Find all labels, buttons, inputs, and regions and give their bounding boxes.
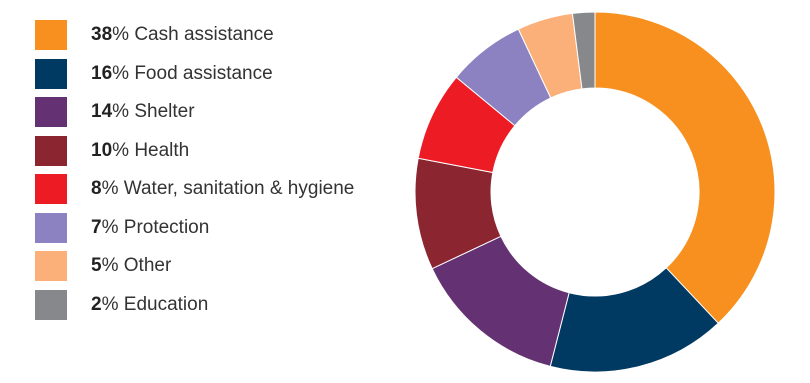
legend-category-health: Health <box>134 139 190 161</box>
legend-percent-other: 5 <box>91 255 102 276</box>
legend-label-education: 2% Education <box>91 294 208 316</box>
legend-percent-wash: 8 <box>91 178 102 199</box>
legend-category-cash-assistance: Cash assistance <box>134 24 274 45</box>
legend-swatch-education <box>35 289 67 320</box>
legend-percent-sign: % <box>112 24 130 45</box>
donut-chart <box>414 11 776 373</box>
legend-percent-sign: % <box>101 293 119 315</box>
legend-percent-sign: % <box>101 255 119 276</box>
legend-swatch-health <box>35 135 67 166</box>
legend-category-other: Other <box>123 255 172 276</box>
legend-swatch-shelter <box>35 97 67 127</box>
legend-percent-sign: % <box>101 216 119 238</box>
chart-legend: 38% Cash assistance 16% Food assistance … <box>35 20 354 328</box>
donut-slice-cash-assistance <box>594 11 776 324</box>
legend-item-wash: 8% Water, sanitation & hygiene <box>35 174 354 204</box>
legend-item-shelter: 14% Shelter <box>35 97 354 127</box>
legend-percent-sign: % <box>101 178 119 199</box>
legend-label-shelter: 14% Shelter <box>91 101 195 123</box>
legend-item-health: 10% Health <box>35 135 354 166</box>
legend-item-protection: 7% Protection <box>35 212 354 243</box>
legend-percent-shelter: 14 <box>91 101 113 122</box>
legend-label-health: 10% Health <box>91 140 189 162</box>
legend-percent-health: 10 <box>91 139 113 161</box>
legend-item-cash-assistance: 38% Cash assistance <box>35 20 354 50</box>
legend-item-education: 2% Education <box>35 289 354 320</box>
legend-category-food-assistance: Food assistance <box>134 62 273 84</box>
legend-category-wash: Water, sanitation & hygiene <box>123 178 355 199</box>
legend-percent-cash-assistance: 38 <box>91 24 113 45</box>
legend-swatch-food-assistance <box>35 58 67 89</box>
legend-label-food-assistance: 16% Food assistance <box>91 63 273 85</box>
legend-swatch-cash-assistance <box>35 20 67 50</box>
legend-label-cash-assistance: 38% Cash assistance <box>91 24 274 46</box>
legend-swatch-wash <box>35 174 67 204</box>
legend-category-shelter: Shelter <box>134 101 195 122</box>
legend-percent-education: 2 <box>91 293 102 315</box>
legend-label-protection: 7% Protection <box>91 217 209 239</box>
legend-label-wash: 8% Water, sanitation & hygiene <box>91 178 354 200</box>
legend-percent-sign: % <box>112 101 130 122</box>
legend-category-education: Education <box>123 293 209 315</box>
legend-item-other: 5% Other <box>35 251 354 281</box>
legend-percent-food-assistance: 16 <box>91 62 113 84</box>
donut-slice-education <box>571 11 596 90</box>
legend-swatch-other <box>35 251 67 281</box>
legend-category-protection: Protection <box>123 216 210 238</box>
legend-swatch-protection <box>35 212 67 243</box>
legend-percent-sign: % <box>112 62 130 84</box>
legend-item-food-assistance: 16% Food assistance <box>35 58 354 89</box>
legend-label-other: 5% Other <box>91 255 171 277</box>
legend-percent-protection: 7 <box>91 216 102 238</box>
legend-percent-sign: % <box>112 139 130 161</box>
